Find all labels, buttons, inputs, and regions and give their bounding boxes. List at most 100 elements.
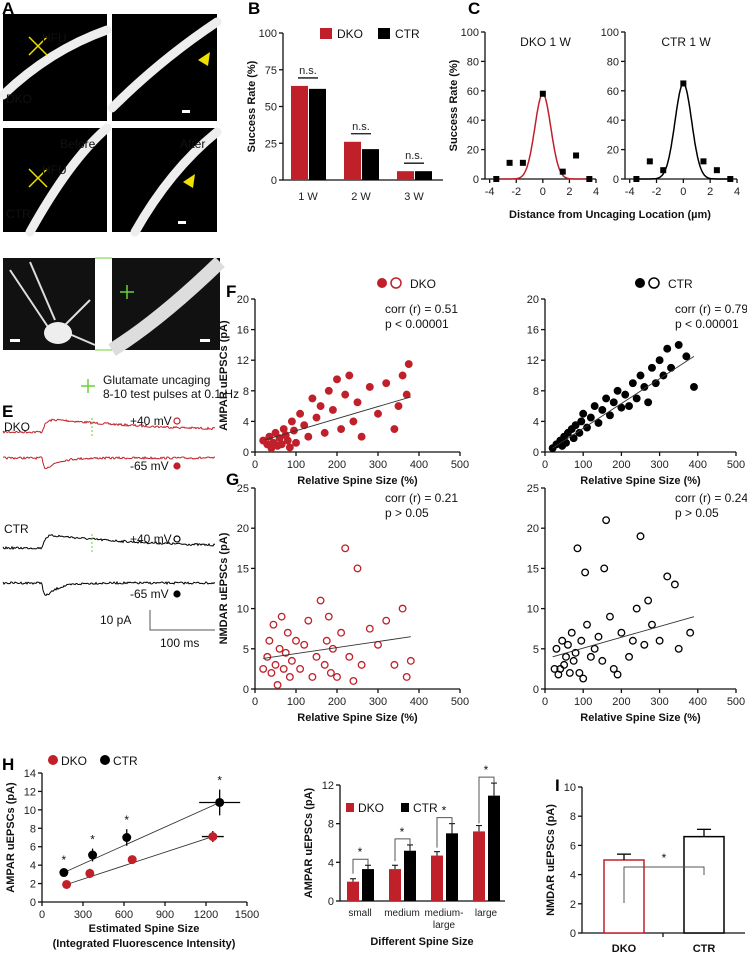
y-tick-label: 100 — [461, 27, 479, 39]
x-tick-label: 500 — [451, 459, 469, 471]
data-point-DKO — [127, 855, 137, 865]
bar-DKO — [473, 831, 485, 901]
y-tick-label: 25 — [237, 483, 249, 495]
trend-line — [63, 802, 220, 873]
data-point — [577, 636, 586, 645]
data-point — [292, 636, 300, 645]
x-tick-label: 300 — [369, 459, 387, 471]
data-point — [552, 644, 561, 653]
x-tick-label: 0 — [39, 909, 45, 921]
scale-bar — [182, 110, 190, 113]
y-tick-label: 100 — [259, 28, 277, 40]
x-axis-label: Relative Spine Size (%) — [297, 712, 418, 724]
scale-bar — [149, 610, 215, 631]
data-point — [682, 352, 691, 361]
x-tick-label: 500 — [451, 696, 469, 708]
bar-DKO — [344, 141, 361, 180]
data-point — [308, 672, 317, 681]
hfu-label: HFU — [42, 163, 67, 177]
data-point — [269, 620, 278, 629]
x-tick-label: 300 — [650, 459, 668, 471]
data-point — [390, 425, 399, 433]
data-point — [583, 620, 591, 629]
data-point-DKO — [208, 832, 218, 842]
legend-label: CTR — [395, 27, 420, 41]
x-tick-label: 500 — [727, 459, 745, 471]
panel-label-C: C — [468, 0, 480, 18]
data-point — [390, 660, 399, 669]
corr-label: corr (r) = 0.79 — [675, 302, 747, 316]
x-tick-label: 100 — [574, 696, 592, 708]
y-tick-label: 0 — [30, 897, 36, 909]
data-point — [640, 640, 649, 649]
y-axis-label: AMPAR uEPSCs (pA) — [303, 787, 315, 898]
data-point — [569, 656, 578, 665]
data-point-DKO — [85, 868, 95, 878]
x-tick-label: 0 — [540, 186, 546, 198]
x-axis-label: Relative Spine Size (%) — [580, 712, 701, 724]
data-point-DKO — [62, 879, 72, 889]
data-point — [324, 612, 333, 621]
y-tick-label: 60 — [467, 86, 479, 98]
axis-lines — [624, 32, 737, 180]
x-tick-label: 300 — [74, 909, 92, 921]
data-point — [326, 668, 335, 677]
bar-DKO — [389, 869, 401, 901]
data-point — [283, 628, 292, 637]
data-point — [621, 390, 630, 399]
bar-CTR — [683, 835, 725, 934]
corr-label: corr (r) = 0.21 — [385, 491, 458, 505]
significance-star: * — [62, 853, 67, 867]
data-point — [357, 432, 366, 441]
x-tick-label: -4 — [485, 186, 495, 198]
data-point — [283, 436, 292, 445]
y-axis-label: Success Rate (%) — [448, 59, 460, 151]
y-tick-label: 15 — [527, 563, 539, 575]
voltage-label: -65 mV — [130, 587, 169, 601]
data-point — [605, 612, 614, 621]
legend-label: CTR — [413, 801, 438, 815]
data-point — [281, 648, 290, 657]
data-point — [602, 394, 611, 403]
data-point — [628, 636, 637, 645]
y-tick-label: 4 — [533, 416, 539, 428]
data-point — [646, 158, 653, 165]
y-tick-label: 20 — [467, 145, 479, 157]
data-point — [655, 356, 664, 365]
data-point — [617, 403, 626, 412]
panel-label-F: F — [226, 282, 236, 301]
after-label: After — [180, 137, 205, 151]
data-point — [341, 544, 350, 553]
x-tick-label: 200 — [328, 459, 346, 471]
data-point — [304, 616, 313, 625]
current-trace — [2, 418, 216, 434]
y-tick-label: 8 — [328, 819, 334, 831]
chart-title: DKO 1 W — [520, 35, 571, 49]
significance-star: * — [217, 774, 222, 788]
y-tick-label: 4 — [570, 870, 576, 882]
chart-title: CTR 1 W — [661, 35, 711, 49]
data-point — [349, 417, 358, 426]
x-category-label: DKO — [612, 943, 637, 955]
ns-label: n.s. — [352, 121, 370, 133]
data-point — [398, 604, 407, 613]
data-point — [308, 394, 317, 403]
data-point — [713, 167, 720, 174]
data-point — [285, 443, 294, 452]
y-tick-label: 12 — [24, 786, 36, 798]
dko-label: DKO — [6, 92, 32, 106]
voltage-label: -65 mV — [130, 459, 169, 473]
p-value-label: p > 0.05 — [675, 506, 719, 520]
y-tick-label: 60 — [607, 86, 619, 98]
data-point — [609, 398, 618, 407]
data-point — [353, 564, 362, 573]
data-point — [571, 648, 580, 657]
x-tick-label: 100 — [287, 696, 305, 708]
y-tick-label: 0 — [533, 684, 539, 696]
bar-CTR — [362, 869, 374, 901]
data-point — [586, 413, 595, 422]
data-point — [312, 652, 321, 661]
scale-bar — [178, 221, 186, 224]
data-point — [670, 580, 679, 589]
